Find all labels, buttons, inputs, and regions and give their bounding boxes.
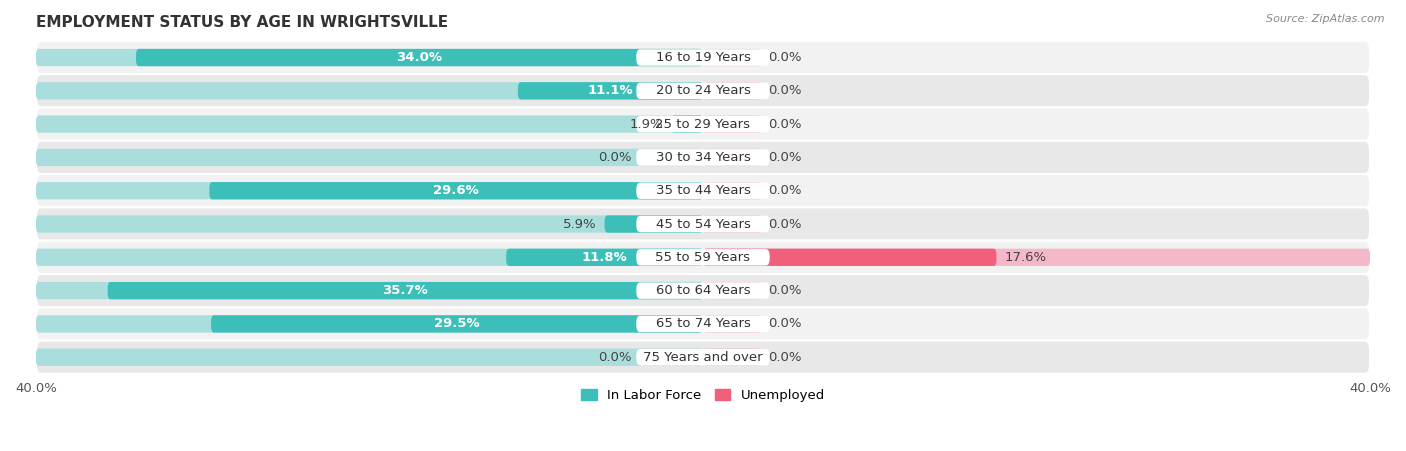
FancyBboxPatch shape: [703, 82, 762, 100]
FancyBboxPatch shape: [637, 316, 769, 332]
FancyBboxPatch shape: [517, 82, 703, 100]
Text: 0.0%: 0.0%: [768, 284, 801, 297]
FancyBboxPatch shape: [37, 49, 703, 66]
Text: 34.0%: 34.0%: [396, 51, 443, 64]
FancyBboxPatch shape: [37, 307, 1369, 341]
FancyBboxPatch shape: [37, 41, 1369, 74]
FancyBboxPatch shape: [37, 141, 1369, 174]
Text: 0.0%: 0.0%: [598, 151, 631, 164]
Text: 5.9%: 5.9%: [562, 217, 596, 230]
FancyBboxPatch shape: [37, 274, 1369, 307]
FancyBboxPatch shape: [37, 174, 1369, 207]
FancyBboxPatch shape: [703, 249, 1369, 266]
FancyBboxPatch shape: [37, 216, 703, 233]
Text: 20 to 24 Years: 20 to 24 Years: [655, 84, 751, 97]
Text: 0.0%: 0.0%: [768, 51, 801, 64]
FancyBboxPatch shape: [37, 82, 703, 100]
FancyBboxPatch shape: [703, 315, 762, 332]
FancyBboxPatch shape: [703, 115, 762, 133]
FancyBboxPatch shape: [37, 107, 1369, 141]
Text: 0.0%: 0.0%: [768, 84, 801, 97]
Text: EMPLOYMENT STATUS BY AGE IN WRIGHTSVILLE: EMPLOYMENT STATUS BY AGE IN WRIGHTSVILLE: [37, 15, 449, 30]
Text: 65 to 74 Years: 65 to 74 Years: [655, 318, 751, 331]
Text: 30 to 34 Years: 30 to 34 Years: [655, 151, 751, 164]
Text: 0.0%: 0.0%: [768, 184, 801, 197]
FancyBboxPatch shape: [37, 349, 703, 366]
Text: Source: ZipAtlas.com: Source: ZipAtlas.com: [1267, 14, 1385, 23]
FancyBboxPatch shape: [703, 216, 762, 233]
FancyBboxPatch shape: [37, 74, 1369, 107]
Text: 1.9%: 1.9%: [630, 118, 664, 131]
Text: 0.0%: 0.0%: [768, 351, 801, 364]
Text: 35.7%: 35.7%: [382, 284, 429, 297]
Text: 16 to 19 Years: 16 to 19 Years: [655, 51, 751, 64]
Text: 0.0%: 0.0%: [768, 318, 801, 331]
Text: 55 to 59 Years: 55 to 59 Years: [655, 251, 751, 264]
FancyBboxPatch shape: [637, 83, 769, 99]
FancyBboxPatch shape: [37, 207, 1369, 241]
FancyBboxPatch shape: [637, 149, 769, 166]
Text: 0.0%: 0.0%: [768, 118, 801, 131]
FancyBboxPatch shape: [209, 182, 703, 199]
Text: 60 to 64 Years: 60 to 64 Years: [655, 284, 751, 297]
Text: 25 to 29 Years: 25 to 29 Years: [655, 118, 751, 131]
FancyBboxPatch shape: [37, 341, 1369, 374]
Text: 0.0%: 0.0%: [768, 217, 801, 230]
Text: 29.6%: 29.6%: [433, 184, 479, 197]
FancyBboxPatch shape: [671, 115, 703, 133]
FancyBboxPatch shape: [506, 249, 703, 266]
Text: 11.1%: 11.1%: [588, 84, 633, 97]
FancyBboxPatch shape: [37, 149, 703, 166]
Text: 0.0%: 0.0%: [768, 151, 801, 164]
FancyBboxPatch shape: [703, 282, 762, 299]
Legend: In Labor Force, Unemployed: In Labor Force, Unemployed: [575, 384, 831, 407]
FancyBboxPatch shape: [703, 182, 762, 199]
FancyBboxPatch shape: [211, 315, 703, 332]
FancyBboxPatch shape: [37, 249, 703, 266]
FancyBboxPatch shape: [37, 241, 1369, 274]
FancyBboxPatch shape: [108, 282, 703, 299]
FancyBboxPatch shape: [703, 149, 762, 166]
FancyBboxPatch shape: [605, 216, 703, 233]
Text: 75 Years and over: 75 Years and over: [643, 351, 763, 364]
FancyBboxPatch shape: [37, 115, 703, 133]
FancyBboxPatch shape: [637, 249, 769, 266]
FancyBboxPatch shape: [37, 315, 703, 332]
FancyBboxPatch shape: [703, 349, 762, 366]
FancyBboxPatch shape: [637, 216, 769, 232]
Text: 35 to 44 Years: 35 to 44 Years: [655, 184, 751, 197]
FancyBboxPatch shape: [637, 349, 769, 365]
FancyBboxPatch shape: [637, 116, 769, 132]
Text: 11.8%: 11.8%: [582, 251, 627, 264]
FancyBboxPatch shape: [637, 282, 769, 299]
FancyBboxPatch shape: [703, 249, 997, 266]
FancyBboxPatch shape: [37, 282, 703, 299]
FancyBboxPatch shape: [637, 49, 769, 66]
Text: 17.6%: 17.6%: [1005, 251, 1047, 264]
Text: 45 to 54 Years: 45 to 54 Years: [655, 217, 751, 230]
Text: 29.5%: 29.5%: [434, 318, 479, 331]
FancyBboxPatch shape: [637, 183, 769, 199]
FancyBboxPatch shape: [703, 49, 762, 66]
FancyBboxPatch shape: [37, 182, 703, 199]
Text: 0.0%: 0.0%: [598, 351, 631, 364]
FancyBboxPatch shape: [136, 49, 703, 66]
